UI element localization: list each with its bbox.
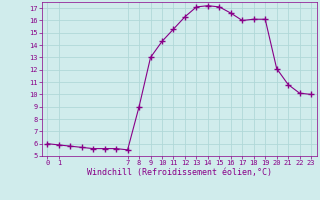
X-axis label: Windchill (Refroidissement éolien,°C): Windchill (Refroidissement éolien,°C) [87,168,272,177]
